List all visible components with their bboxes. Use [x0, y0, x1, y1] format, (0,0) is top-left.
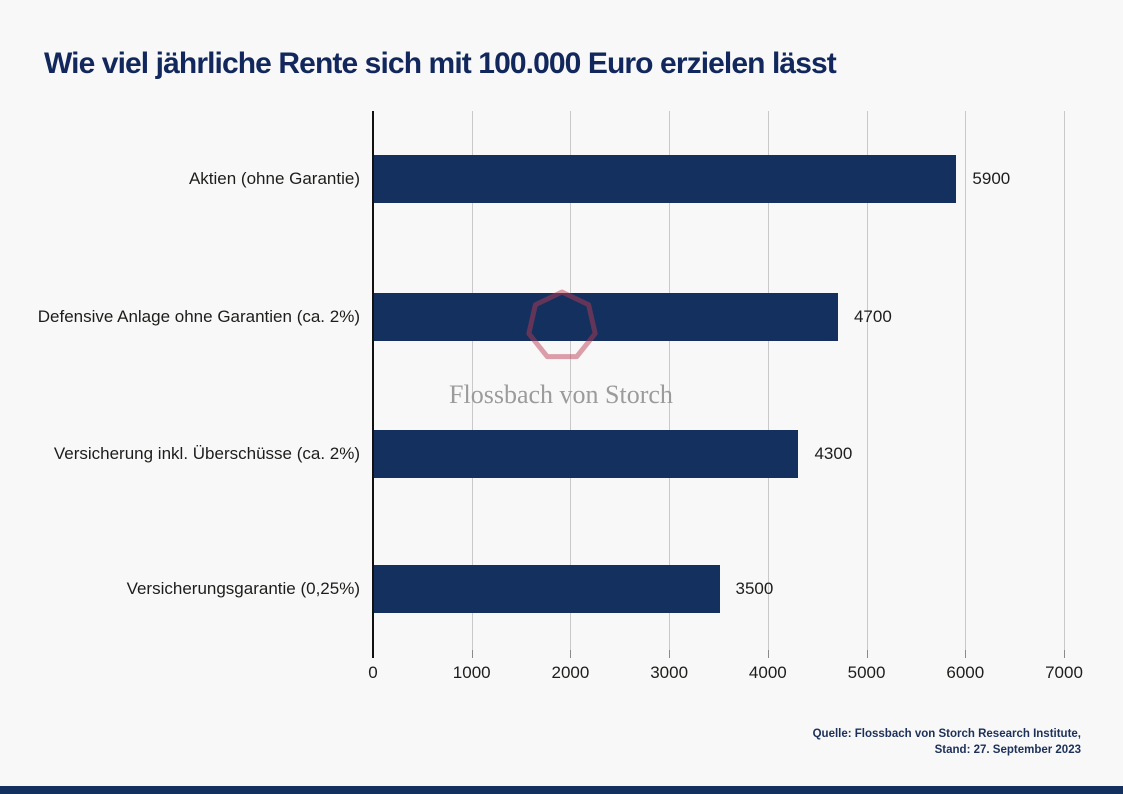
gridline — [570, 111, 572, 650]
source-note: Quelle: Flossbach von Storch Research In… — [813, 726, 1081, 758]
bar — [374, 293, 838, 341]
value-label: 4700 — [853, 307, 892, 326]
category-label: Versicherung inkl. Überschüsse (ca. 2%) — [53, 444, 360, 463]
source-line-1: Quelle: Flossbach von Storch Research In… — [812, 728, 1081, 740]
value-label: 3500 — [735, 579, 774, 598]
x-tick-label: 3000 — [650, 663, 689, 682]
x-tick-label: 6000 — [946, 663, 985, 682]
x-tick-label: 2000 — [551, 663, 590, 682]
x-axis-tick — [669, 650, 671, 658]
gridline — [471, 111, 473, 650]
category-label: Defensive Anlage ohne Garantien (ca. 2%) — [37, 307, 360, 326]
category-label: Versicherungsgarantie (0,25%) — [126, 579, 360, 598]
category-label: Aktien (ohne Garantie) — [188, 169, 360, 188]
value-label: 5900 — [972, 169, 1011, 188]
x-tick-label: 5000 — [847, 663, 886, 682]
chart-title: Wie viel jährliche Rente sich mit 100.00… — [44, 47, 837, 80]
gridline — [965, 111, 967, 650]
x-axis-tick — [570, 650, 572, 658]
gridline — [866, 111, 868, 650]
footer-brand-bar — [0, 786, 1123, 794]
x-tick-label: 0 — [368, 663, 378, 682]
source-line-2: Stand: 27. September 2023 — [934, 744, 1081, 756]
x-axis-tick — [471, 650, 473, 658]
bar — [374, 155, 957, 203]
x-tick-label: 7000 — [1045, 663, 1083, 682]
x-tick-label: 4000 — [748, 663, 787, 682]
gridline — [767, 111, 769, 650]
x-axis-tick — [767, 650, 769, 658]
value-label: 4300 — [814, 444, 853, 463]
bar — [374, 430, 799, 478]
gridline — [1064, 111, 1065, 650]
gridline — [669, 111, 671, 650]
y-axis-line — [372, 111, 374, 658]
x-tick-label: 1000 — [452, 663, 491, 682]
x-axis-tick — [866, 650, 868, 658]
bar — [374, 565, 720, 613]
x-axis-tick — [965, 650, 967, 658]
x-axis-tick — [1064, 650, 1065, 658]
